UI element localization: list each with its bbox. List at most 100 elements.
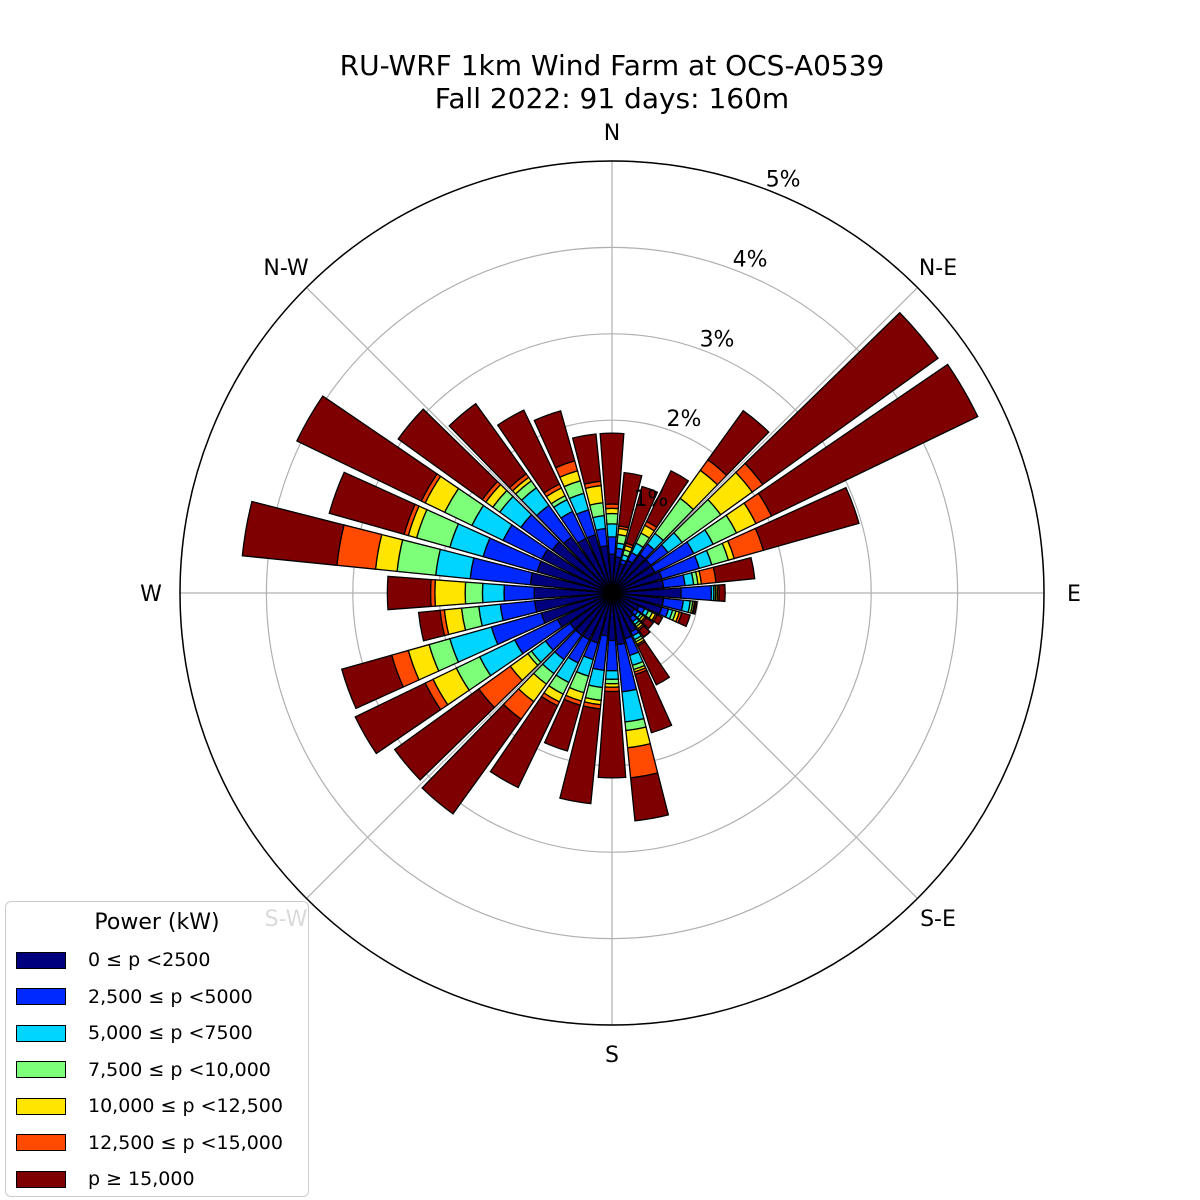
legend-swatch: [16, 951, 66, 969]
legend-swatch: [16, 988, 66, 1005]
wind-bar-segment: [386, 575, 432, 611]
radial-tick-label: 3%: [700, 327, 735, 352]
wind-bar-segment: [645, 469, 690, 529]
legend-swatch: [16, 1097, 66, 1115]
legend-item: 10,000 ≤ p <12,500: [16, 1091, 283, 1121]
wind-bar-segment: [533, 410, 576, 469]
wind-bar-segment: [604, 669, 620, 681]
grid-spoke: [611, 287, 918, 594]
wind-bar-segment: [712, 556, 756, 584]
legend-label: 2,500 ≤ p <5000: [88, 985, 253, 1008]
legend-swatch: [16, 1024, 66, 1042]
wind-bar-segment: [571, 433, 602, 485]
wind-bar-segment: [587, 667, 605, 689]
wind-bar-segment: [626, 742, 659, 779]
radial-tick-label: 5%: [766, 168, 801, 193]
wind-bar-segment: [605, 507, 619, 515]
wind-bar-segment: [421, 703, 523, 815]
legend-item: 7,500 ≤ p <10,000: [16, 1055, 271, 1085]
wind-bar-segment: [543, 698, 582, 752]
wind-bar-segment: [625, 485, 659, 547]
wind-bar-segment: [641, 616, 655, 630]
radial-tick-label: 4%: [733, 247, 768, 272]
legend-swatch: [16, 1170, 66, 1188]
legend-swatch: [16, 1134, 66, 1151]
wind-bar-segment: [478, 603, 504, 627]
legend-swatch: [16, 1061, 66, 1078]
wind-bar-segment: [340, 654, 405, 710]
wind-bar-segment: [718, 583, 726, 603]
radial-tick-label: 1%: [633, 487, 668, 512]
direction-label: W: [140, 582, 162, 607]
legend-label: 5,000 ≤ p <7500: [88, 1022, 253, 1044]
legend-label: p ≥ 15,000: [88, 1168, 195, 1190]
wind-bar-segment: [636, 640, 671, 686]
wind-bar-segment: [354, 682, 442, 755]
wind-bar-segment: [496, 409, 561, 494]
wind-bar-segment: [503, 584, 536, 602]
wind-bar-segment: [606, 523, 618, 538]
wind-bar-segment: [605, 512, 619, 525]
wind-bar-segment: [584, 484, 604, 506]
legend-item: 0 ≤ p <2500: [16, 945, 210, 975]
wind-bar-segment: [396, 539, 442, 576]
wind-bar-segment: [435, 548, 475, 580]
direction-label: N-W: [263, 256, 309, 281]
grid-spoke: [306, 592, 613, 899]
legend: Power (kW) 0 ≤ p <2500 2,500 ≤ p <5000 5,0…: [5, 901, 309, 1197]
wind-bar-segment: [629, 772, 670, 822]
wind-bar-segment: [680, 584, 713, 602]
wind-bar-segment: [241, 500, 345, 567]
wind-bar-segment: [707, 409, 770, 477]
wind-bar-segment: [692, 600, 698, 615]
legend-item: p ≥ 15,000: [16, 1164, 195, 1194]
direction-label: E: [1067, 582, 1081, 607]
direction-label: S: [605, 1043, 619, 1068]
radial-tick-label: 2%: [667, 407, 702, 432]
wind-bar-segment: [605, 639, 619, 672]
wind-bar-segment: [336, 524, 383, 570]
axis-labels: NN-EES-ESS-WWN-W1%2%3%4%5%: [140, 121, 1081, 1068]
wind-bar-segment: [559, 705, 602, 805]
wind-bar-segment: [328, 471, 416, 536]
wind-bar-segment: [652, 613, 664, 626]
wind-bar-segment: [599, 432, 625, 505]
wind-bar-segment: [637, 624, 651, 639]
legend-label: 7,500 ≤ p <10,000: [88, 1058, 271, 1081]
legend-label: 0 ≤ p <2500: [88, 949, 211, 971]
wind-bar-segment: [397, 408, 499, 501]
wind-bar-segment: [417, 609, 446, 642]
direction-label: N: [604, 121, 620, 146]
wind-bar-segment: [754, 486, 860, 552]
wind-bar-segment: [434, 579, 467, 607]
direction-label: S-E: [920, 907, 956, 932]
chart-title: RU-WRF 1km Wind Farm at OCS-A0539: [340, 49, 885, 82]
wind-bar-segment: [393, 688, 496, 781]
wind-bar-segment: [677, 611, 691, 628]
wind-bar-segment: [607, 536, 617, 555]
legend-title: Power (kW): [94, 910, 220, 935]
wind-bar-segment: [295, 395, 438, 502]
wind-bar-segment: [634, 669, 673, 734]
outer-boundary: [179, 160, 1045, 1026]
wind-bar-segment: [757, 363, 979, 517]
wind-bar-segment: [481, 582, 505, 604]
wind-bar-segment: [448, 402, 528, 489]
wind-bar-segment: [744, 311, 939, 486]
wind-bar-segment: [489, 695, 559, 789]
chart-subtitle: Fall 2022: 91 days: 160m: [435, 82, 789, 115]
direction-label: N-E: [919, 256, 957, 281]
grid-spoke: [611, 592, 918, 899]
grid-spoke: [306, 287, 613, 594]
wind-bar-segment: [464, 581, 484, 605]
legend-item: 5,000 ≤ p <7500: [16, 1018, 253, 1048]
legend-item: 2,500 ≤ p <5000: [16, 982, 253, 1012]
polar-grid: [179, 160, 1045, 1026]
legend-label: 12,500 ≤ p <15,000: [88, 1131, 283, 1154]
legend-label: 10,000 ≤ p <12,500: [88, 1095, 283, 1117]
wind-rose-bars: [241, 311, 979, 822]
wind-bar-segment: [618, 471, 643, 529]
legend-item: 12,500 ≤ p <15,000: [16, 1128, 283, 1158]
wind-bar-segment: [597, 690, 627, 779]
